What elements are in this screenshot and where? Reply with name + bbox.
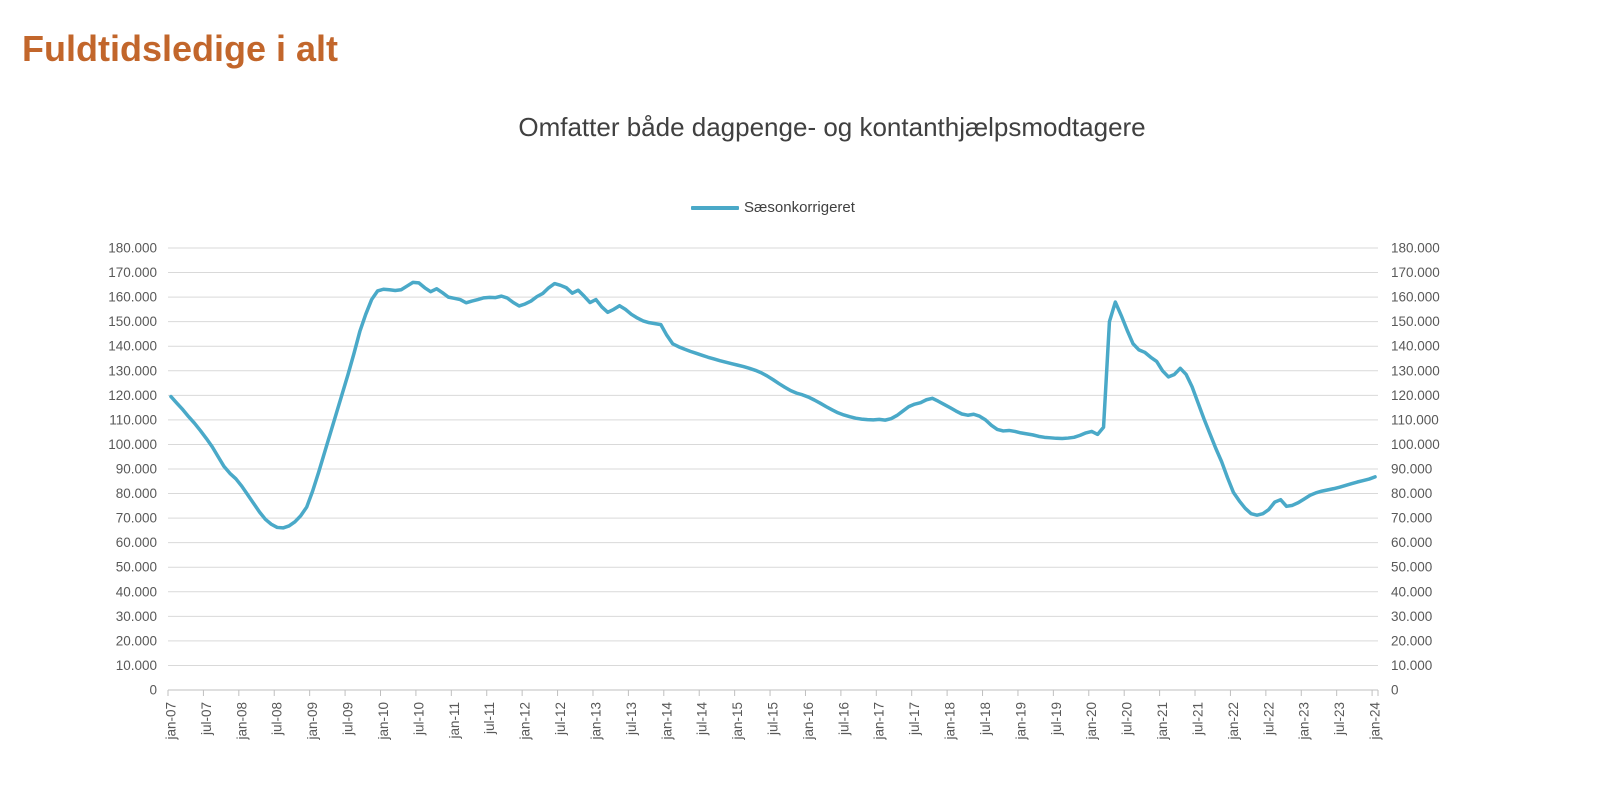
svg-text:120.000: 120.000 [108,388,157,403]
svg-text:jul-11: jul-11 [482,702,497,735]
svg-text:jan-10: jan-10 [376,702,391,741]
svg-text:70.000: 70.000 [116,511,157,526]
svg-text:80.000: 80.000 [116,486,157,501]
svg-text:jan-09: jan-09 [305,702,320,741]
svg-text:160.000: 160.000 [108,290,157,305]
svg-text:jan-19: jan-19 [1013,702,1028,741]
svg-text:0: 0 [149,683,157,698]
svg-text:140.000: 140.000 [1391,339,1440,354]
gridlines [168,247,1378,666]
svg-text:jan-16: jan-16 [801,702,816,741]
svg-text:0: 0 [1391,683,1399,698]
svg-text:jan-11: jan-11 [447,702,462,740]
svg-text:170.000: 170.000 [1391,265,1440,280]
svg-text:jul-15: jul-15 [766,702,781,736]
chart-title: Omfatter både dagpenge- og kontanthjælps… [518,112,1146,142]
svg-text:30.000: 30.000 [116,609,157,624]
series-saesonkorrigeret [169,280,1377,530]
svg-text:jul-13: jul-13 [624,702,639,736]
svg-text:100.000: 100.000 [108,437,157,452]
svg-text:120.000: 120.000 [1391,388,1440,403]
legend-line-marker [691,205,740,210]
svg-text:jul-22: jul-22 [1261,702,1276,736]
svg-text:30.000: 30.000 [1391,609,1432,624]
svg-text:jan-13: jan-13 [588,702,603,741]
svg-text:20.000: 20.000 [116,633,157,648]
svg-text:jan-21: jan-21 [1155,702,1170,741]
svg-text:40.000: 40.000 [116,584,157,599]
svg-text:jul-12: jul-12 [553,702,568,736]
legend-label: Sæsonkorrigeret [744,199,855,216]
svg-text:50.000: 50.000 [116,560,157,575]
svg-text:jul-18: jul-18 [978,702,993,736]
svg-text:40.000: 40.000 [1391,584,1432,599]
svg-text:jul-23: jul-23 [1332,702,1347,736]
x-axis [167,689,1379,696]
svg-text:70.000: 70.000 [1391,511,1432,526]
svg-text:jan-12: jan-12 [518,702,533,741]
svg-text:jul-14: jul-14 [695,702,710,737]
svg-text:jan-08: jan-08 [234,702,249,741]
svg-text:150.000: 150.000 [1391,314,1440,329]
svg-text:jan-14: jan-14 [659,702,674,741]
svg-text:jul-21: jul-21 [1190,702,1205,736]
svg-text:jan-20: jan-20 [1084,702,1099,741]
svg-text:jan-22: jan-22 [1226,702,1241,741]
svg-text:jan-07: jan-07 [163,702,178,741]
svg-text:60.000: 60.000 [1391,535,1432,550]
svg-text:110.000: 110.000 [109,412,157,427]
line-plot: 0 10.000 20.000 30.000 40.000 50.000 60.000 70.… [108,241,1440,741]
svg-text:90.000: 90.000 [116,462,157,477]
svg-text:170.000: 170.000 [108,265,157,280]
svg-text:20.000: 20.000 [1391,633,1432,648]
svg-text:jul-07: jul-07 [199,702,214,736]
svg-text:140.000: 140.000 [108,339,157,354]
svg-text:180.000: 180.000 [108,241,157,256]
svg-text:jan-23: jan-23 [1297,702,1312,741]
svg-text:130.000: 130.000 [1391,363,1440,378]
svg-text:110.000: 110.000 [1391,412,1439,427]
svg-text:jul-20: jul-20 [1120,702,1135,736]
y-axis-labels-left: 0 10.000 20.000 30.000 40.000 50.000 60.000 70.… [108,241,157,698]
svg-text:jul-17: jul-17 [907,702,922,736]
svg-text:10.000: 10.000 [1391,658,1432,673]
y-axis-labels-right: 0 10.000 20.000 30.000 40.000 50.000 60.000 70.… [1391,241,1440,698]
svg-text:jul-16: jul-16 [836,702,851,736]
svg-text:100.000: 100.000 [1391,437,1440,452]
svg-text:jan-24: jan-24 [1368,702,1383,741]
svg-text:90.000: 90.000 [1391,462,1432,477]
svg-text:180.000: 180.000 [1391,241,1440,256]
svg-text:130.000: 130.000 [108,363,157,378]
svg-text:50.000: 50.000 [1391,560,1432,575]
svg-text:150.000: 150.000 [108,314,157,329]
svg-text:jan-15: jan-15 [730,702,745,741]
page-title: Fuldtidsledige i alt [22,28,339,69]
svg-text:10.000: 10.000 [116,658,157,673]
svg-text:60.000: 60.000 [116,535,157,550]
svg-text:jul-10: jul-10 [411,702,426,736]
svg-text:jul-08: jul-08 [270,702,285,736]
x-axis-labels: jan-07 jul-07 jan-08 jul-08 jan-09 jul-09 jan-… [163,702,1382,741]
svg-text:160.000: 160.000 [1391,290,1440,305]
svg-text:jul-19: jul-19 [1049,702,1064,736]
chart-legend: Sæsonkorrigeret [168,199,1378,216]
svg-text:jul-09: jul-09 [341,702,356,736]
svg-text:80.000: 80.000 [1391,486,1432,501]
svg-text:jan-17: jan-17 [872,702,887,741]
svg-text:jan-18: jan-18 [943,702,958,741]
